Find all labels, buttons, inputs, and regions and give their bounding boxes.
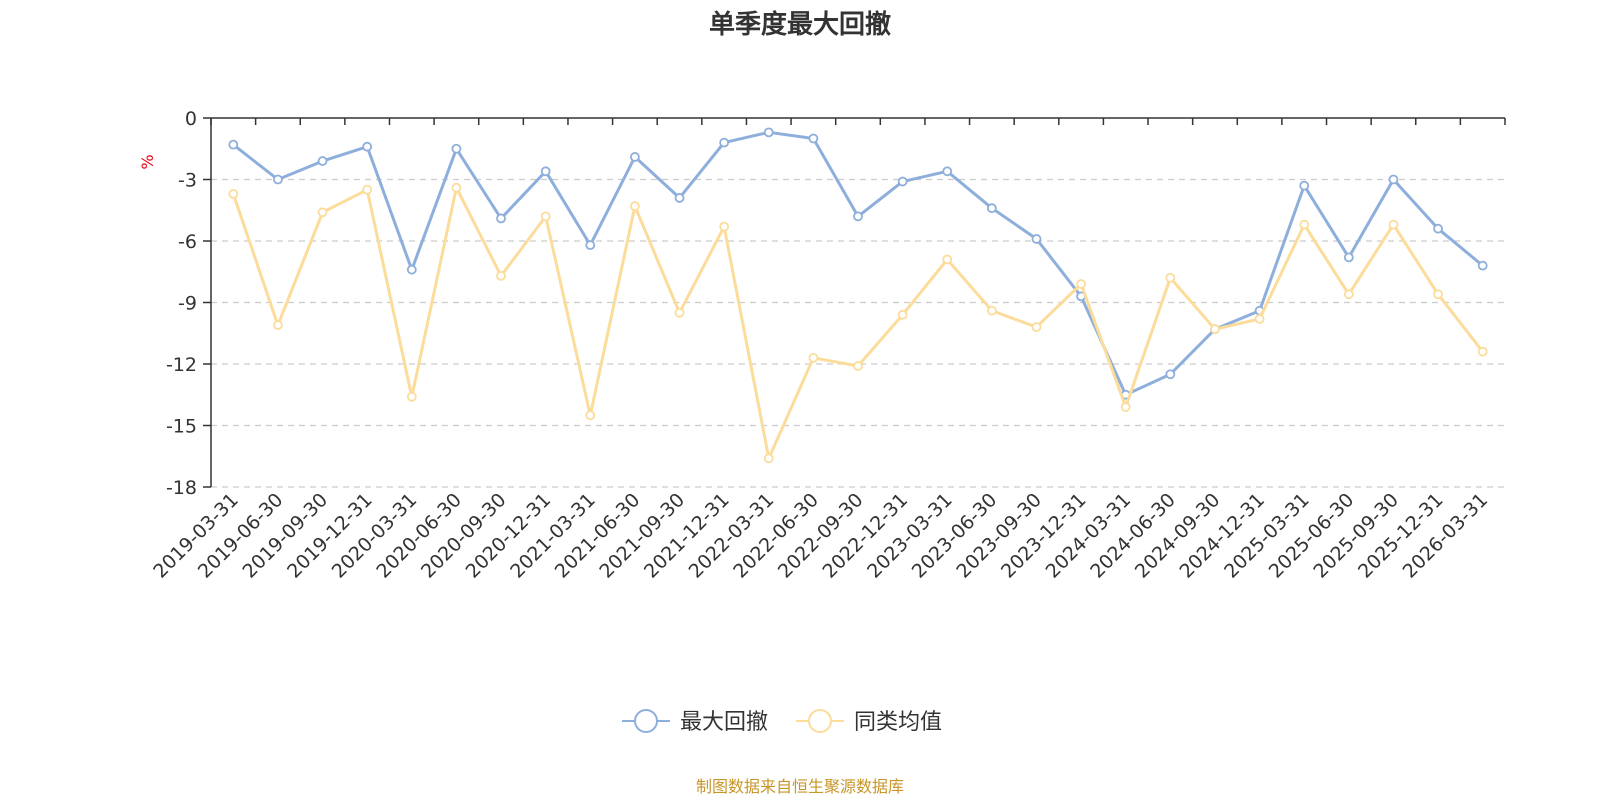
data-point[interactable] [808, 352, 819, 363]
y-tick-label: -18 [166, 477, 197, 499]
data-point[interactable] [942, 166, 953, 177]
y-tick-label: -3 [178, 170, 197, 192]
data-point[interactable] [362, 184, 373, 195]
data-point[interactable] [1254, 313, 1265, 324]
data-point[interactable] [763, 453, 774, 464]
data-point[interactable] [540, 166, 551, 177]
data-point[interactable] [719, 221, 730, 232]
data-point[interactable] [1120, 402, 1131, 412]
data-point[interactable] [496, 270, 506, 281]
data-point[interactable] [897, 176, 908, 187]
y-tick-label: -12 [166, 354, 197, 376]
data-point[interactable] [451, 143, 462, 154]
legend-marker-icon [808, 709, 832, 733]
data-point[interactable] [1299, 180, 1310, 191]
legend-item-0[interactable]: 最大回撤 [622, 709, 768, 735]
data-point[interactable] [853, 211, 863, 222]
data-point[interactable] [674, 193, 685, 203]
series-line-1 [231, 186, 1484, 460]
data-point[interactable] [763, 127, 774, 138]
y-tick-label: -6 [178, 231, 197, 253]
data-point[interactable] [362, 141, 373, 152]
data-point[interactable] [1477, 260, 1488, 271]
data-point[interactable] [273, 174, 283, 185]
data-point[interactable] [1210, 324, 1220, 335]
data-point[interactable] [273, 320, 283, 330]
data-point[interactable] [1031, 234, 1042, 244]
legend-marker-icon [634, 709, 658, 733]
data-point[interactable] [1477, 346, 1488, 357]
data-point[interactable] [853, 361, 863, 371]
series-layer [228, 127, 1488, 464]
y-tick-label: -9 [178, 293, 197, 315]
chart-title: 单季度最大回撤 [709, 9, 891, 40]
data-point[interactable] [719, 137, 730, 148]
data-point[interactable] [317, 156, 328, 166]
y-tick-label: 0 [185, 108, 197, 130]
data-point[interactable] [1031, 322, 1042, 333]
source-note: 制图数据来自恒生聚源数据库 [696, 777, 904, 796]
legend-label: 最大回撤 [680, 710, 768, 735]
data-point[interactable] [986, 305, 997, 316]
data-point[interactable] [451, 182, 462, 193]
data-point[interactable] [228, 188, 239, 199]
data-point[interactable] [1388, 174, 1399, 185]
grid-layer [211, 178, 1505, 488]
data-point[interactable] [406, 264, 417, 275]
data-point[interactable] [1076, 279, 1087, 289]
data-point[interactable] [942, 254, 953, 265]
data-point[interactable] [629, 201, 640, 212]
data-point[interactable] [808, 133, 819, 144]
data-point[interactable] [1343, 252, 1354, 263]
data-point[interactable] [1343, 289, 1354, 300]
data-point[interactable] [986, 203, 997, 214]
data-point[interactable] [406, 391, 417, 402]
data-point[interactable] [1299, 219, 1310, 230]
data-point[interactable] [1165, 272, 1176, 283]
data-point[interactable] [1165, 369, 1176, 380]
data-point[interactable] [317, 207, 328, 218]
data-point[interactable] [496, 213, 506, 224]
data-point[interactable] [674, 307, 685, 318]
data-point[interactable] [228, 139, 239, 150]
y-axis-unit-label: % [138, 154, 157, 169]
data-point[interactable] [1433, 289, 1443, 300]
legend[interactable]: 最大回撤 同类均值 [622, 709, 942, 735]
data-point[interactable] [897, 309, 908, 320]
data-point[interactable] [585, 240, 596, 251]
legend-label: 同类均值 [854, 710, 942, 735]
data-point[interactable] [629, 152, 640, 162]
data-point[interactable] [585, 410, 596, 421]
data-point[interactable] [540, 211, 551, 222]
data-point[interactable] [1433, 223, 1443, 234]
data-point[interactable] [1388, 219, 1399, 230]
y-tick-label: -15 [166, 416, 197, 438]
legend-item-1[interactable]: 同类均值 [796, 709, 942, 735]
